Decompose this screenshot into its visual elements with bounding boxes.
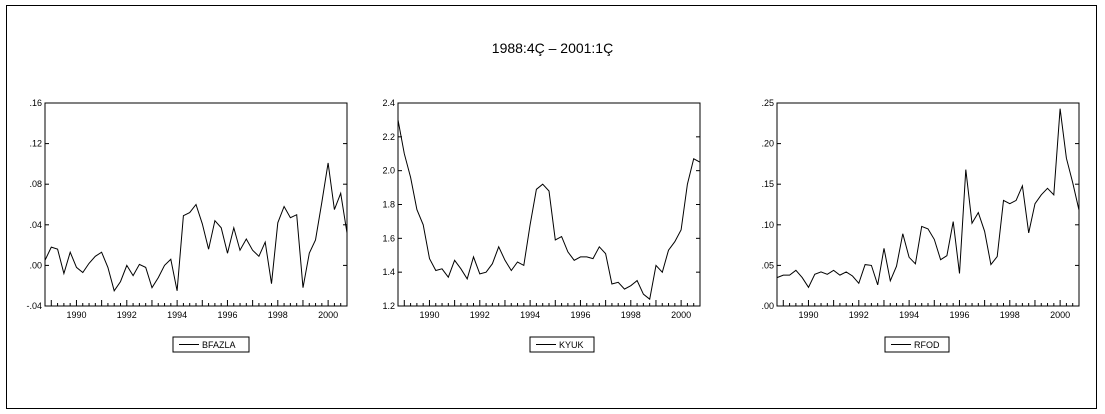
- y-tick-label: 1.4: [382, 267, 395, 277]
- y-tick-label: .00: [761, 301, 774, 311]
- x-tick-label: 1996: [217, 310, 237, 320]
- legend-box: [172, 336, 250, 353]
- y-tick-label: -.04: [26, 301, 42, 311]
- legend-label: KYUK: [559, 340, 584, 350]
- x-tick-label: 1990: [66, 310, 86, 320]
- legend-box: [884, 336, 950, 353]
- chart-frame: [6, 5, 1097, 409]
- legend-label: BFAZLA: [202, 340, 236, 350]
- y-tick-label: .16: [29, 98, 42, 108]
- x-tick-label: 1990: [419, 310, 439, 320]
- y-tick-label: 1.2: [382, 301, 395, 311]
- y-tick-label: .05: [761, 260, 774, 270]
- y-tick-label: 1.8: [382, 200, 395, 210]
- chart-panel-3: .25 .20 .15 .10 .05 .00 1990 1992 1994 1996 1998 20…: [761, 98, 1080, 353]
- legend-box: [529, 336, 595, 353]
- x-tick-label: 2000: [671, 310, 691, 320]
- x-tick-label: 1990: [798, 310, 818, 320]
- x-tick-label: 1994: [167, 310, 187, 320]
- x-tick-label: 1998: [268, 310, 288, 320]
- y-tick-label: .10: [761, 220, 774, 230]
- y-tick-label: .08: [29, 179, 42, 189]
- y-tick-label: 2.0: [382, 166, 395, 176]
- y-tick-label: .12: [29, 139, 42, 149]
- series-line-kyuk: [397, 119, 701, 301]
- series-line-rfod: [776, 108, 1080, 289]
- x-tick-label: 1992: [470, 310, 490, 320]
- y-tick-label: .15: [761, 179, 774, 189]
- y-tick-label: 2.2: [382, 132, 395, 142]
- x-tick-label: 1994: [520, 310, 540, 320]
- y-tick-label: 2.4: [382, 98, 395, 108]
- chart-title: 1988:4Ç – 2001:1Ç: [491, 40, 614, 56]
- x-tick-label: 1996: [570, 310, 590, 320]
- x-tick-label: 1994: [899, 310, 919, 320]
- y-tick-label: .00: [29, 260, 42, 270]
- y-tick-label: .04: [29, 220, 42, 230]
- x-tick-label: 1998: [1000, 310, 1020, 320]
- plot-area: [776, 102, 1080, 307]
- x-tick-label: 2000: [1050, 310, 1070, 320]
- y-tick-label: .20: [761, 139, 774, 149]
- y-tick-label: .25: [761, 98, 774, 108]
- plot-area: [397, 102, 701, 307]
- x-tick-label: 1992: [849, 310, 869, 320]
- x-tick-label: 1996: [949, 310, 969, 320]
- series-line-bfazla: [44, 125, 348, 292]
- legend-label: RFOD: [914, 340, 940, 350]
- x-tick-label: 2000: [318, 310, 338, 320]
- x-tick-label: 1998: [621, 310, 641, 320]
- y-tick-label: 1.6: [382, 233, 395, 243]
- x-tick-label: 1992: [117, 310, 137, 320]
- chart-panel-1: .16 .12 .08 .04 .00 -.04 1990 1992 1994 1996 1998 2…: [26, 98, 348, 353]
- chart-panel-2: 2.4 2.2 2.0 1.8 1.6 1.4 1.2 1990 1992 1994 1996 199…: [382, 98, 701, 353]
